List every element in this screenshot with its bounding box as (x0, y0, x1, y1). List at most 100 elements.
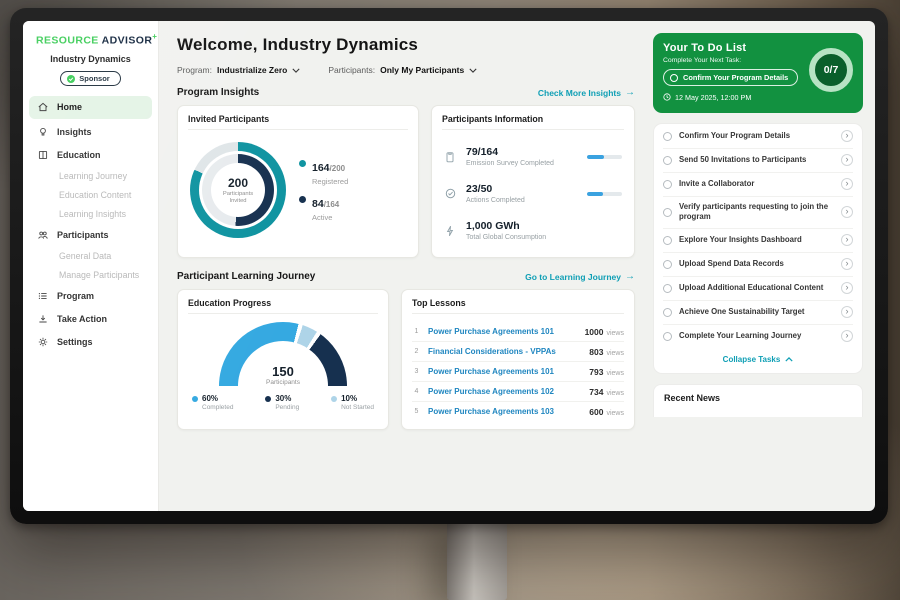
sidebar-item-label: Take Action (57, 314, 108, 324)
sidebar-item-education-content[interactable]: Education Content (23, 186, 158, 205)
sidebar-item-education[interactable]: Education (23, 144, 158, 167)
filter-bar: Program: Industrialize Zero Participants… (177, 65, 635, 75)
program-dropdown[interactable]: Program: Industrialize Zero (177, 65, 300, 75)
stat-label: Actions Completed (466, 197, 525, 204)
task-checkbox[interactable] (663, 307, 672, 317)
lesson-link[interactable]: Power Purchase Agreements 101 (428, 367, 554, 376)
task-row[interactable]: Upload Spend Data Records › (663, 253, 853, 277)
sidebar-item-program[interactable]: Program (23, 285, 158, 308)
lesson-link[interactable]: Power Purchase Agreements 101 (428, 327, 554, 336)
lesson-link[interactable]: Power Purchase Agreements 102 (428, 387, 554, 396)
task-row[interactable]: Explore Your Insights Dashboard › (663, 229, 853, 253)
stat-value: 23/50 (466, 183, 493, 195)
todo-panel: Your To Do List Complete Your Next Task:… (651, 21, 875, 511)
task-checkbox[interactable] (663, 207, 672, 217)
sidebar-item-settings[interactable]: Settings (23, 331, 158, 354)
program-insights-cards: Invited Participants 200 Participants In… (177, 105, 635, 258)
next-task-pill[interactable]: Confirm Your Program Details (663, 69, 799, 86)
sidebar-nav: Home Insights Education Learning Journey (23, 95, 158, 354)
task-chevron-icon[interactable]: › (841, 154, 853, 166)
monitor-stand (447, 518, 507, 600)
card-title: Education Progress (188, 298, 378, 314)
card-title: Invited Participants (188, 114, 408, 130)
org-block: Industry Dynamics Sponsor (23, 54, 158, 96)
page-title: Welcome, Industry Dynamics (177, 35, 419, 54)
sponsor-badge: Sponsor (60, 71, 121, 86)
task-checkbox[interactable] (663, 235, 672, 245)
sidebar-item-home[interactable]: Home (29, 95, 152, 119)
lesson-row: 5 Power Purchase Agreements 103 600 views (414, 406, 624, 417)
book-icon (37, 149, 49, 161)
sidebar-item-learning-journey[interactable]: Learning Journey (23, 167, 158, 186)
task-chevron-icon[interactable]: › (841, 206, 853, 219)
bulb-icon (37, 126, 49, 138)
sidebar-item-label: Learning Insights (59, 209, 126, 219)
sidebar-item-participants[interactable]: Participants (23, 224, 158, 247)
task-row[interactable]: Send 50 Invitations to Participants › (663, 149, 853, 173)
check-more-insights-link[interactable]: Check More Insights → (537, 87, 635, 98)
task-row[interactable]: Complete Your Learning Journey › (663, 325, 853, 348)
legend-dot (192, 396, 198, 402)
task-checkbox[interactable] (663, 331, 672, 341)
task-chevron-icon[interactable]: › (841, 306, 853, 319)
task-checkbox[interactable] (663, 131, 672, 141)
check-circle-icon (444, 187, 457, 200)
task-row[interactable]: Verify participants requesting to join t… (663, 197, 853, 229)
card-title: Participants Information (442, 114, 624, 130)
task-chevron-icon[interactable]: › (841, 178, 853, 190)
sidebar-item-take-action[interactable]: Take Action (23, 308, 158, 331)
lesson-row: 1 Power Purchase Agreements 101 1000 view… (412, 322, 624, 342)
todo-subtitle: Complete Your Next Task: (663, 57, 742, 64)
stat-value: 1,000 GWh (466, 220, 520, 232)
task-row[interactable]: Confirm Your Program Details › (663, 125, 853, 149)
gear-icon (37, 336, 49, 348)
main-content: Welcome, Industry Dynamics Program: Indu… (159, 21, 651, 511)
task-chevron-icon[interactable]: › (841, 330, 853, 343)
task-chevron-icon[interactable]: › (841, 234, 853, 247)
invited-participants-donut-chart: 200 Participants Invited (190, 142, 286, 238)
participants-label: Participants: (328, 65, 376, 75)
stat-row-emission-survey: 79/164 Emission Survey Completed (442, 138, 624, 175)
participants-dropdown[interactable]: Participants: Only My Participants (328, 65, 477, 75)
legend-dot (299, 196, 306, 203)
legend-item-pending: 30% Pending (265, 394, 299, 411)
gauge-center-label: Participants (266, 379, 300, 386)
sidebar-item-general-data[interactable]: General Data (23, 247, 158, 266)
task-checkbox[interactable] (663, 283, 672, 293)
task-row[interactable]: Upload Additional Educational Content › (663, 277, 853, 301)
task-row[interactable]: Achieve One Sustainability Target › (663, 301, 853, 325)
sidebar: RESOURCE ADVISOR+ Industry Dynamics Spon… (23, 21, 159, 511)
program-label: Program: (177, 65, 212, 75)
gauge-legend: 60% Completed 30% Pending (188, 394, 378, 413)
todo-summary-card: Your To Do List Complete Your Next Task:… (653, 33, 863, 113)
stat-value: 79/164 (466, 146, 499, 158)
sidebar-item-insights[interactable]: Insights (23, 121, 158, 144)
lesson-link[interactable]: Financial Considerations - VPPAs (428, 347, 556, 356)
people-icon (37, 229, 49, 241)
monitor-bezel: RESOURCE ADVISOR+ Industry Dynamics Spon… (10, 8, 888, 524)
stat-label: Total Global Consumption (466, 234, 547, 241)
task-checkbox[interactable] (663, 155, 672, 165)
task-chevron-icon[interactable]: › (841, 282, 853, 295)
task-row[interactable]: Invite a Collaborator › (663, 173, 853, 197)
task-checkbox[interactable] (663, 259, 672, 269)
legend-item-not-started: 10% Not Started (331, 394, 374, 411)
sidebar-item-label: Participants (57, 230, 109, 240)
section-title: Program Insights (177, 87, 260, 98)
stat-row-global-consumption: 1,000 GWh Total Global Consumption (442, 212, 624, 249)
collapse-tasks-button[interactable]: Collapse Tasks (663, 348, 853, 372)
lesson-link[interactable]: Power Purchase Agreements 103 (428, 407, 554, 416)
task-chevron-icon[interactable]: › (841, 130, 853, 142)
due-time: 12 May 2025, 12:00 PM (663, 92, 853, 103)
legend-item-completed: 60% Completed (192, 394, 233, 411)
task-checkbox[interactable] (663, 179, 672, 189)
sidebar-item-manage-participants[interactable]: Manage Participants (23, 266, 158, 285)
sidebar-item-learning-insights[interactable]: Learning Insights (23, 205, 158, 224)
recent-news-header: Recent News (653, 383, 863, 417)
go-to-learning-journey-link[interactable]: Go to Learning Journey → (525, 271, 635, 282)
sponsor-icon (67, 74, 76, 83)
task-chevron-icon[interactable]: › (841, 258, 853, 271)
sponsor-label: Sponsor (79, 74, 110, 83)
card-title: Top Lessons (412, 298, 624, 314)
lesson-row: 2 Financial Considerations - VPPAs 803 vi… (412, 342, 624, 362)
